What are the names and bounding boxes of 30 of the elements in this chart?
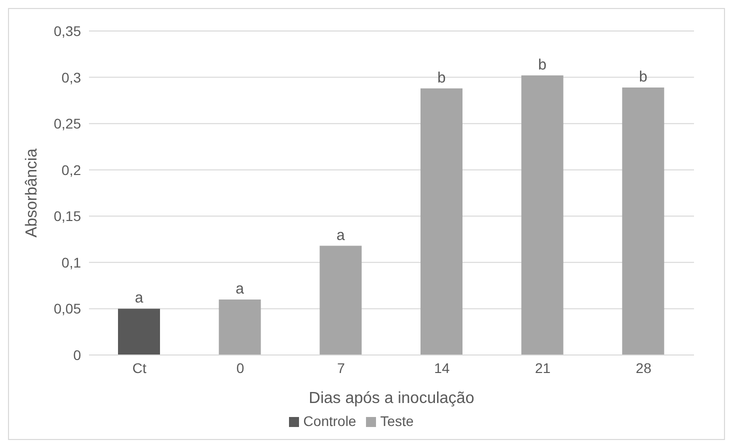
y-tick-label: 0,3	[62, 69, 82, 86]
x-tick-label: 28	[636, 360, 652, 376]
y-tick-label: 0,2	[62, 162, 82, 178]
x-tick-label: 21	[534, 360, 551, 376]
data-label: a	[236, 280, 245, 298]
bar	[521, 75, 564, 355]
bar	[218, 299, 261, 355]
legend-label: Teste	[380, 413, 414, 429]
y-tick-label: 0,25	[54, 116, 82, 132]
x-tick-label: 14	[434, 360, 450, 376]
x-tick-label: 0	[236, 360, 244, 376]
data-label: b	[437, 69, 446, 86]
bar	[118, 308, 160, 355]
x-tick-label: Ct	[132, 360, 147, 376]
data-label: b	[638, 68, 648, 86]
y-tick-label: 0,1	[62, 254, 82, 270]
bar	[622, 87, 664, 355]
bar	[320, 246, 362, 355]
legend-label: Controle	[303, 413, 356, 429]
y-axis-title: Absorbância	[24, 148, 41, 238]
y-tick-label: 0,15	[54, 208, 82, 224]
data-label: b	[538, 56, 547, 74]
x-axis-title: Dias após a inoculação	[308, 390, 474, 407]
y-tick-label: 0,35	[54, 22, 82, 39]
x-tick-label: 7	[337, 360, 346, 376]
bar	[420, 88, 462, 355]
y-tick-label: 0	[73, 346, 82, 363]
data-label: a	[134, 290, 144, 307]
y-tick-label: 0,05	[54, 300, 82, 317]
data-label: a	[336, 226, 346, 244]
